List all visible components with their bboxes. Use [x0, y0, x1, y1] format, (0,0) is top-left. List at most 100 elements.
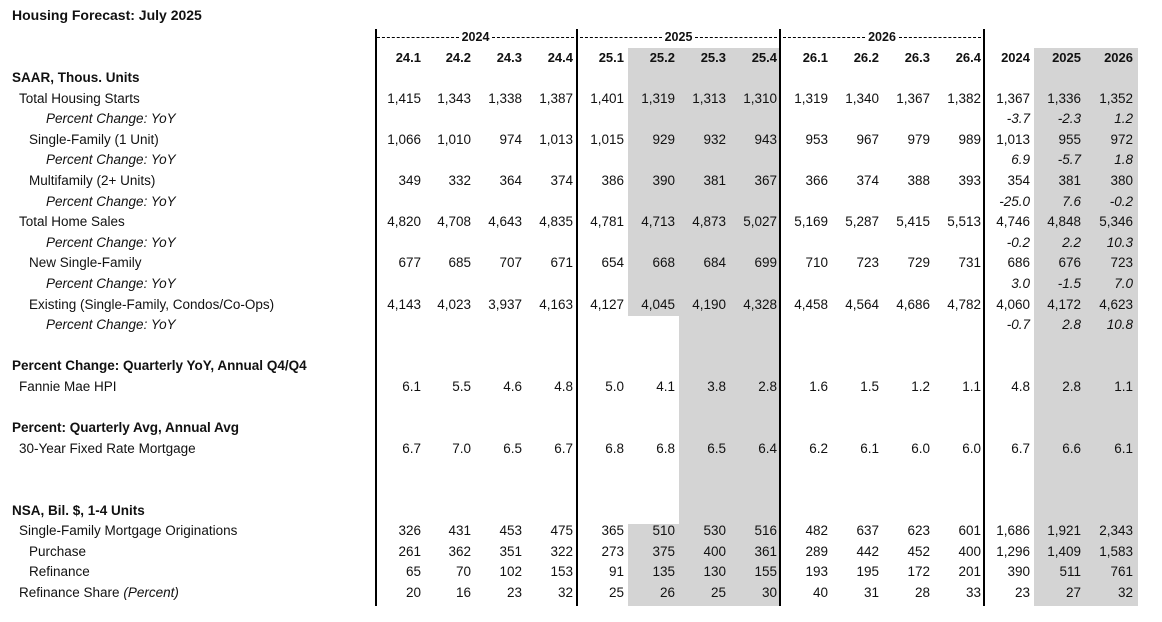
table-cell: 375 [652, 543, 675, 559]
table-cell: 31 [863, 585, 879, 600]
column-separator [576, 29, 578, 606]
table-cell: 707 [499, 255, 522, 271]
forecast-shading [679, 316, 779, 524]
table-cell: 6.1 [1114, 440, 1133, 456]
table-cell: 322 [550, 543, 573, 559]
table-cell: 1,415 [387, 90, 421, 106]
table-cell: 654 [601, 255, 624, 271]
table-cell: 362 [448, 543, 471, 559]
table-row: Single-Family Mortgage Originations 326 43… [0, 521, 1162, 541]
table-cell: 530 [703, 523, 726, 539]
table-cell: 6.4 [758, 440, 777, 456]
table-cell: -1.5 [1057, 276, 1081, 291]
table-cell: 4,820 [387, 214, 421, 230]
table-cell: 637 [856, 523, 879, 539]
table-cell: 972 [1110, 131, 1133, 147]
table-cell: 1,313 [692, 90, 726, 106]
table-cell: 25 [608, 585, 624, 600]
row-label: Single-Family Mortgage Originations [19, 523, 238, 539]
table-cell: 354 [1007, 173, 1030, 188]
column-header: 2024 [1001, 50, 1030, 65]
column-header: 24.2 [445, 50, 471, 65]
table-cell: 699 [754, 255, 777, 271]
table-cell: 2.2 [1062, 234, 1081, 250]
table-row: New Single-Family 677 685 707 671 654 668 684 69… [0, 253, 1162, 273]
table-cell: 4,023 [437, 296, 471, 312]
table-cell: 1,319 [641, 90, 675, 106]
table-cell: 4,458 [794, 296, 828, 312]
table-cell: 511 [1059, 564, 1081, 580]
spacer-row [0, 480, 1162, 500]
table-cell: 1,921 [1047, 523, 1081, 539]
row-label: Purchase [29, 543, 87, 559]
table-row: Percent Change: YoY 6.9 -5.7 1.8 [0, 150, 1162, 170]
table-cell: 380 [1110, 173, 1133, 188]
table-cell: 989 [958, 131, 981, 147]
table-cell: 4,328 [743, 296, 777, 312]
table-cell: 349 [398, 173, 421, 188]
row-label: Fannie Mae HPI [19, 379, 117, 394]
table-cell: 5,169 [794, 214, 828, 230]
table-cell: -0.2 [1006, 234, 1030, 250]
table-cell: 6.0 [962, 440, 981, 456]
table-cell: 1,338 [488, 90, 522, 106]
table-cell: 195 [856, 564, 879, 580]
table-cell: 676 [1058, 255, 1081, 271]
table-cell: 4,848 [1047, 214, 1081, 230]
table-cell: 1,367 [996, 90, 1030, 106]
table-cell: 452 [907, 543, 930, 559]
table-cell: 4.8 [554, 379, 573, 394]
column-header: 26.4 [955, 50, 981, 65]
table-cell: 32 [557, 585, 573, 600]
table-cell: 390 [652, 173, 675, 188]
forecast-shading [1034, 48, 1138, 606]
row-label: Total Home Sales [19, 214, 125, 230]
row-label: Existing (Single-Family, Condos/Co-Ops) [29, 296, 275, 312]
table-cell: 671 [550, 255, 573, 271]
table-cell: -0.7 [1006, 317, 1030, 333]
table-cell: 4,564 [845, 296, 879, 312]
table-cell: 442 [856, 543, 879, 559]
table-cell: 1,382 [947, 90, 981, 106]
table-cell: 5.0 [605, 379, 624, 394]
table-cell: 130 [703, 564, 726, 580]
forecast-shading [628, 48, 779, 316]
table-cell: 30 [761, 585, 777, 600]
table-row: Percent Change: YoY -0.2 2.2 10.3 [0, 233, 1162, 253]
table-cell: -5.7 [1057, 152, 1081, 168]
table-cell: 4,045 [641, 296, 675, 312]
table-cell: 364 [499, 173, 522, 188]
table-cell: 1,409 [1047, 543, 1081, 559]
table-cell: 723 [856, 255, 879, 271]
column-separator [375, 29, 377, 606]
table-cell: 6.9 [1011, 152, 1030, 168]
table-cell: 932 [703, 131, 726, 147]
table-cell: 1,013 [539, 131, 573, 147]
table-cell: 366 [805, 173, 828, 188]
table-cell: 4,835 [539, 214, 573, 230]
table-cell: 686 [1007, 255, 1030, 271]
table-row: Single-Family (1 Unit) 1,066 1,010 974 1,013… [0, 130, 1162, 150]
year-header-2024: 2024 [377, 29, 574, 45]
column-header: 24.4 [547, 50, 573, 65]
table-cell: 601 [958, 523, 981, 539]
table-cell: 393 [958, 173, 981, 188]
table-cell: 4,643 [488, 214, 522, 230]
column-header: 24.3 [496, 50, 522, 65]
table-cell: 381 [703, 173, 726, 188]
table-cell: 685 [448, 255, 471, 271]
table-cell: 1,296 [996, 543, 1030, 559]
column-header: 26.2 [853, 50, 879, 65]
table-cell: 374 [550, 173, 573, 188]
table-row: Percent Change: YoY -3.7 -2.3 1.2 [0, 109, 1162, 129]
table-cell: 4,190 [692, 296, 726, 312]
table-cell: 386 [601, 173, 624, 188]
table-cell: 453 [499, 523, 522, 539]
table-cell: 4.8 [1011, 379, 1030, 394]
table-cell: 6.8 [656, 440, 675, 456]
table-cell: 974 [499, 131, 522, 147]
table-cell: 677 [398, 255, 421, 271]
table-cell: 4,163 [539, 296, 573, 312]
table-cell: 4,873 [692, 214, 726, 230]
table-cell: 431 [448, 523, 471, 539]
